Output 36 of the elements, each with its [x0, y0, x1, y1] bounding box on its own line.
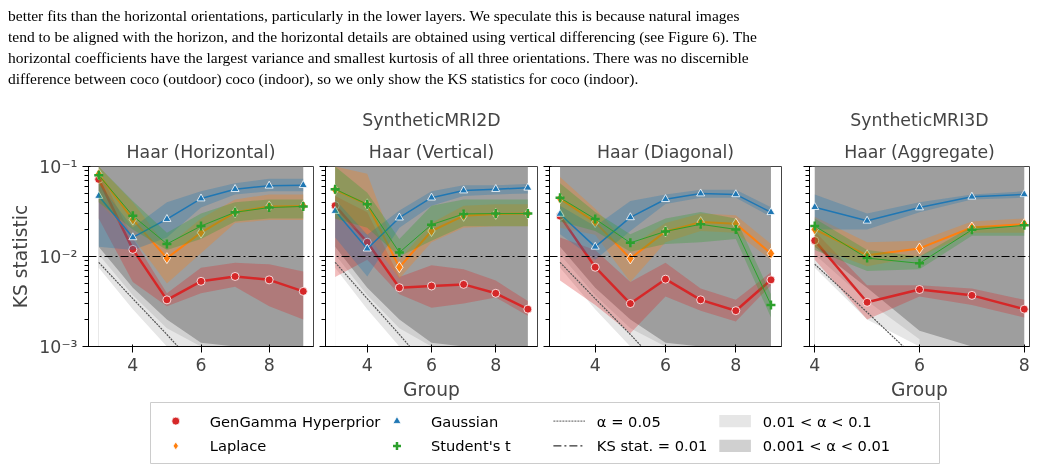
x-tick-label: 8: [730, 354, 742, 375]
text: tend to be aligned with the horizon, and the horizontal details are obtained using vertical differencing (see Figure 6). The: [8, 28, 757, 45]
x-tick-label: 8: [1018, 354, 1030, 375]
text: horizontal coefficients have the largest variance and smallest kurtosis of all three orientations. There was no discernible: [8, 49, 749, 66]
legend-label: Laplace: [209, 437, 267, 455]
x-tick-label: 8: [490, 354, 502, 375]
x-tick-label: 6: [425, 354, 438, 375]
legend-label: α = 0.05: [596, 412, 661, 430]
chart-title: Haar (Vertical): [368, 141, 495, 162]
x-tick-label: 4: [589, 354, 601, 375]
y-tick-label: 10⁻³: [39, 336, 78, 357]
x-tick-label: 6: [913, 354, 926, 375]
x-axis-title: Group: [891, 378, 948, 400]
chart-title: Haar (Aggregate): [844, 141, 995, 162]
legend-label: GenGamma Hyperprior: [209, 412, 382, 430]
y-axis-title: KS statistic: [10, 204, 32, 309]
legend-label: Gaussian: [430, 412, 499, 430]
legend-label: 0.001 < α < 0.01: [762, 437, 891, 455]
text: SyntheticMRI3D: [850, 109, 989, 130]
legend-label: Student's t: [430, 437, 511, 455]
x-tick-label: 6: [195, 354, 207, 375]
x-tick-label: 4: [809, 354, 821, 375]
text: difference between coco (outdoor) coco (indoor), so we only show the KS statistics for coco (indoor).: [8, 70, 639, 87]
x-tick-label: 4: [127, 354, 139, 375]
chart-title: Haar (Horizontal): [126, 141, 276, 162]
x-tick-label: 8: [263, 354, 275, 375]
x-axis-title: Group: [403, 378, 460, 400]
chart-title: Haar (Diagonal): [596, 141, 735, 162]
legend-label: KS stat. = 0.01: [596, 437, 708, 455]
y-tick-label: 10⁻²: [39, 246, 78, 267]
text: SyntheticMRI2D: [362, 109, 501, 130]
x-tick-label: 6: [659, 354, 672, 375]
text: better fits than the horizontal orientations, particularly in the lower layers. We speculate this is because natural images: [8, 7, 740, 24]
legend-label: 0.01 < α < 0.1: [762, 412, 872, 430]
y-tick-label: 10⁻¹: [39, 156, 78, 177]
x-tick-label: 4: [361, 354, 373, 375]
